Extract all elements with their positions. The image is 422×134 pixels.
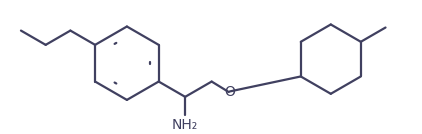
Text: NH₂: NH₂ (172, 118, 198, 132)
Text: O: O (224, 85, 235, 99)
